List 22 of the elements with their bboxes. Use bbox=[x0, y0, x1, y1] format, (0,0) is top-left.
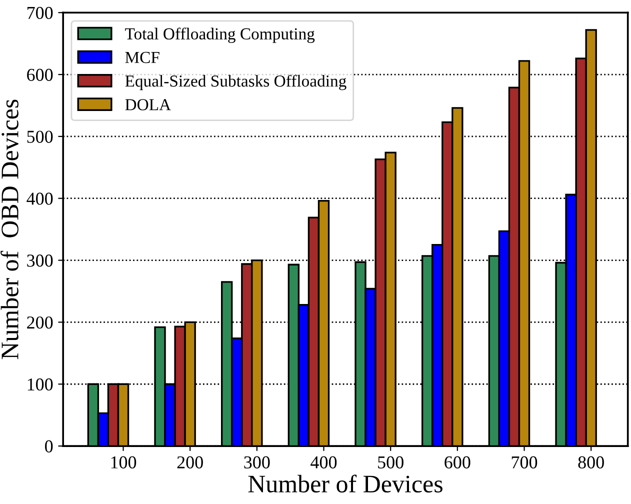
y-tick-label: 700 bbox=[27, 6, 53, 20]
x-axis-title: Number of Devices bbox=[248, 474, 442, 493]
legend-label: Equal-Sized Subtasks Offloading bbox=[125, 74, 346, 90]
y-tick-label: 400 bbox=[26, 192, 53, 205]
y-tick-label: 600 bbox=[27, 68, 53, 81]
y-tick-label: 0 bbox=[45, 440, 53, 452]
x-tick-label: 600 bbox=[444, 456, 470, 468]
y-axis-title: Number of OBD Devices bbox=[0, 100, 18, 360]
legend-label: Total Offloading Computing bbox=[125, 28, 315, 43]
y-tick-label: 500 bbox=[27, 130, 53, 143]
legend-label: MCF bbox=[125, 52, 160, 64]
x-tick-label: 400 bbox=[310, 456, 337, 468]
x-tick-label: 500 bbox=[378, 456, 404, 468]
x-tick-label: 200 bbox=[177, 456, 203, 468]
y-tick-label: 200 bbox=[27, 316, 53, 329]
legend-label: DOLA bbox=[125, 99, 171, 110]
x-tick-label: 700 bbox=[512, 456, 538, 468]
x-tick-label: 100 bbox=[111, 456, 136, 468]
x-tick-label: 300 bbox=[244, 456, 270, 468]
y-tick-label: 300 bbox=[27, 254, 53, 267]
x-tick-label: 800 bbox=[578, 456, 604, 468]
y-tick-label: 100 bbox=[28, 378, 53, 391]
